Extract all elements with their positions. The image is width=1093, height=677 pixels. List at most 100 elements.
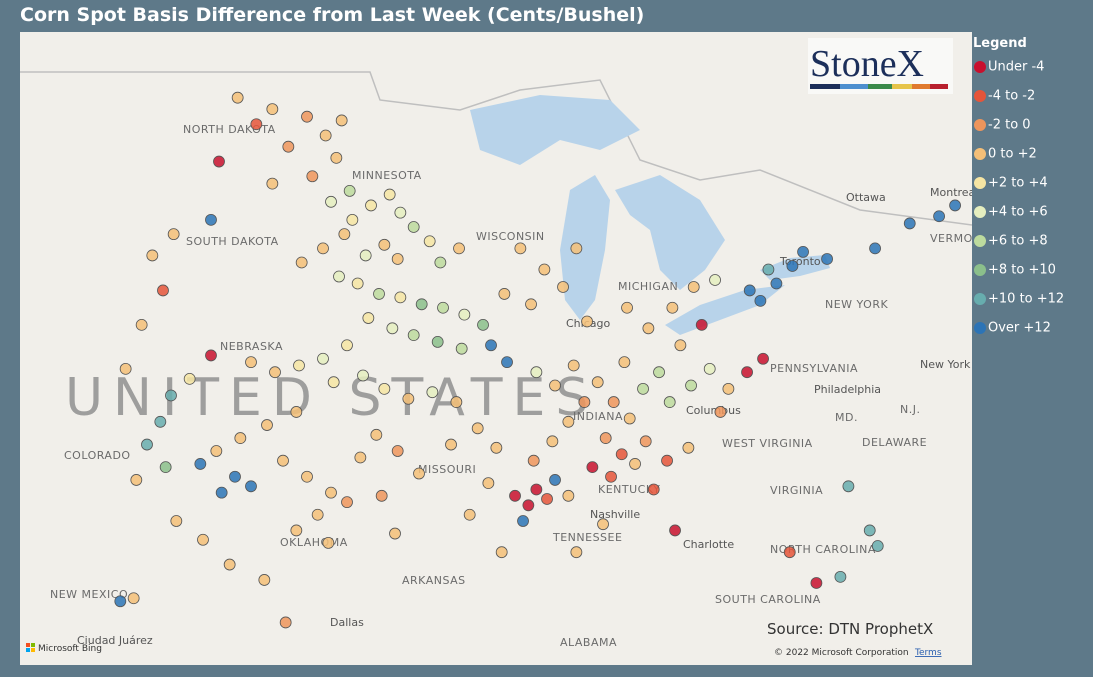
points — [114, 91, 961, 629]
data-point — [119, 362, 132, 375]
terms-link[interactable]: Terms — [914, 648, 942, 658]
data-point — [258, 574, 271, 586]
data-point — [741, 366, 753, 379]
data-point — [687, 281, 700, 293]
data-point — [391, 445, 404, 457]
data-point — [621, 301, 633, 314]
data-point — [445, 438, 457, 451]
data-point — [586, 461, 599, 474]
legend-title: Legend — [973, 36, 1027, 51]
data-point — [567, 359, 580, 372]
data-point — [482, 477, 495, 490]
data-point — [319, 129, 332, 142]
city-label: Charlotte — [683, 538, 734, 551]
data-point — [570, 242, 583, 255]
legend-marker — [974, 90, 986, 102]
data-point — [578, 396, 591, 408]
data-point — [383, 188, 396, 201]
data-point — [373, 288, 385, 300]
state-label: MD. — [835, 411, 858, 424]
data-point — [170, 515, 183, 527]
legend-label: +8 to +10 — [988, 263, 1056, 278]
data-point — [581, 315, 593, 328]
data-point — [591, 376, 604, 389]
state-label: OKLAHOMA — [280, 536, 348, 549]
data-point — [413, 467, 425, 480]
data-point — [623, 412, 636, 425]
data-point — [842, 480, 855, 493]
data-point — [325, 486, 337, 499]
data-point — [205, 213, 217, 226]
data-point — [394, 291, 407, 304]
data-point — [370, 428, 383, 441]
data-point — [615, 448, 628, 461]
data-point — [629, 458, 641, 470]
logo-bar — [810, 84, 840, 89]
data-point — [797, 246, 809, 258]
data-point — [495, 546, 508, 559]
data-point — [234, 432, 247, 444]
data-point — [127, 592, 140, 605]
data-point — [231, 91, 244, 104]
legend-marker — [974, 119, 986, 131]
data-point — [114, 595, 127, 608]
legend-marker — [974, 177, 986, 189]
data-point — [541, 493, 553, 505]
bing: Microsoft Bing — [38, 644, 102, 654]
legend: Under -4 -4 to -2 -2 to 0 0 to +2 +2 to +4 +4… — [974, 60, 1064, 336]
logo-bar — [930, 84, 948, 89]
data-point — [229, 470, 241, 483]
state-label: WEST VIRGINIA — [722, 437, 813, 450]
data-point — [509, 489, 521, 502]
lake — [665, 285, 785, 335]
data-point — [525, 298, 537, 311]
data-point — [933, 210, 945, 223]
data-point — [450, 396, 463, 408]
lake — [470, 95, 640, 165]
data-point — [863, 524, 876, 537]
data-point — [685, 379, 697, 392]
data-point — [434, 256, 447, 269]
legend-marker — [974, 293, 986, 305]
state-label: VIRGINIA — [770, 484, 823, 497]
state-label: NORTH CAROLINA — [770, 543, 876, 556]
data-point — [154, 415, 167, 428]
data-point — [338, 228, 351, 241]
data-point — [538, 263, 551, 276]
data-point — [557, 281, 569, 293]
data-point — [477, 318, 489, 331]
data-point — [618, 356, 631, 369]
state-label: SOUTH DAKOTA — [186, 235, 279, 248]
data-point — [695, 318, 708, 331]
source: Source: DTN ProphetX — [767, 620, 933, 638]
data-point — [266, 177, 279, 190]
data-point — [485, 339, 497, 352]
data-point — [514, 242, 527, 255]
data-point — [301, 110, 313, 123]
data-point — [490, 441, 503, 454]
data-point — [341, 496, 353, 509]
data-point — [402, 392, 415, 405]
legend-label: Under -4 — [988, 60, 1044, 75]
data-point — [834, 570, 847, 583]
legend-label: -2 to 0 — [988, 118, 1031, 133]
legend-label: +10 to +12 — [988, 292, 1064, 307]
data-point — [322, 536, 335, 549]
data-point — [426, 386, 439, 399]
data-point — [311, 508, 324, 521]
state-label: NEBRASKA — [220, 340, 283, 353]
map[interactable]: NORTH DAKOTA MINNESOTA SOUTH DAKOTA WISC… — [20, 32, 989, 665]
data-point — [266, 103, 279, 115]
data-point — [130, 474, 143, 486]
data-point — [351, 277, 364, 290]
data-point — [290, 524, 303, 537]
lake — [560, 175, 610, 320]
title: Corn Spot Basis Difference from Last Wee… — [20, 4, 644, 26]
data-point — [549, 474, 561, 486]
data-point — [607, 396, 620, 408]
data-point — [261, 419, 273, 431]
state-label: N.J. — [900, 403, 920, 416]
data-point — [407, 329, 420, 342]
data-point — [354, 451, 367, 464]
data-point — [669, 524, 681, 537]
